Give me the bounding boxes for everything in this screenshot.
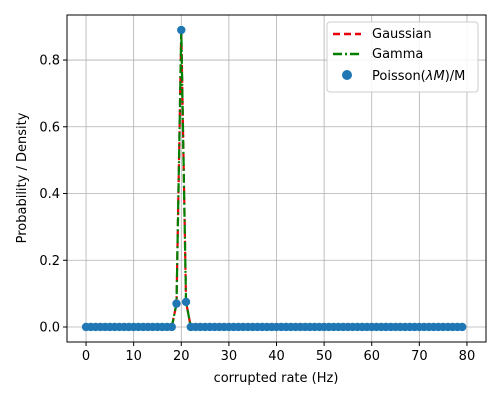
y-tick-label: 0.4 (39, 187, 60, 202)
legend-poisson-marker (342, 70, 352, 80)
x-tick-label: 30 (221, 349, 238, 364)
x-ticks: 0 10 20 30 40 50 60 70 80 (82, 342, 475, 364)
poisson-point (181, 297, 191, 307)
poisson-point (172, 299, 181, 308)
poisson-point (457, 322, 467, 332)
legend-poisson-label: Poisson(λM)/M (372, 69, 465, 84)
y-tick-label: 0.2 (39, 254, 60, 269)
x-tick-label: 80 (459, 349, 476, 364)
y-tick-label: 0.0 (39, 320, 60, 335)
poisson-point (167, 322, 176, 332)
x-tick-label: 40 (268, 349, 285, 364)
x-tick-label: 60 (363, 349, 380, 364)
poisson-points-group (81, 25, 467, 332)
x-axis-label: corrupted rate (Hz) (214, 371, 339, 386)
legend-gamma-label: Gamma (372, 47, 423, 62)
x-tick-label: 20 (173, 349, 190, 364)
legend-box (326, 21, 479, 93)
y-tick-label: 0.8 (39, 54, 60, 69)
y-ticks: 0.0 0.2 0.4 0.6 0.8 (39, 54, 67, 335)
x-tick-label: 0 (82, 349, 90, 364)
legend-gaussian-label: Gaussian (372, 27, 432, 42)
x-tick-label: 50 (316, 349, 333, 364)
x-tick-label: 10 (125, 349, 142, 364)
y-tick-label: 0.6 (39, 120, 60, 135)
x-tick-label: 70 (411, 349, 428, 364)
poisson-point (177, 25, 186, 35)
legend: Gaussian Gamma Poisson(λM)/M (326, 21, 479, 93)
y-axis-label: Probability / Density (15, 112, 30, 243)
